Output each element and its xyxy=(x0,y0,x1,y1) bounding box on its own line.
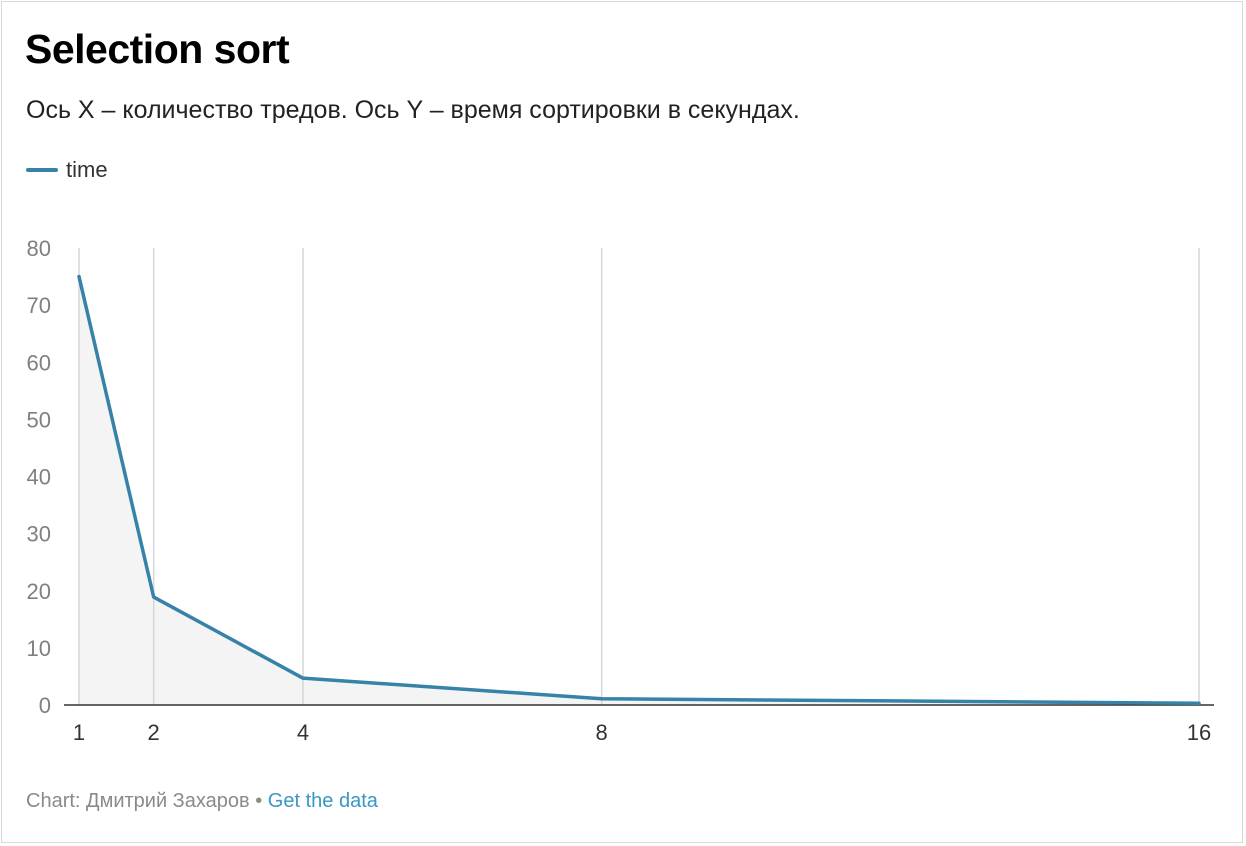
y-tick-label-40: 40 xyxy=(27,465,51,490)
data-point-16 xyxy=(1197,701,1201,705)
y-tick-label-10: 10 xyxy=(27,636,51,661)
data-point-4 xyxy=(301,676,305,680)
x-tick-label-16: 16 xyxy=(1187,720,1211,745)
x-tick-label-2: 2 xyxy=(148,720,160,745)
get-the-data-link[interactable]: Get the data xyxy=(267,790,378,812)
y-tick-label-50: 50 xyxy=(27,407,51,432)
y-tick-label-30: 30 xyxy=(27,522,51,547)
area-fill xyxy=(79,276,1199,705)
data-point-2 xyxy=(152,595,156,599)
x-tick-label-4: 4 xyxy=(297,720,309,745)
y-tick-label-0: 0 xyxy=(39,693,51,718)
y-tick-label-60: 60 xyxy=(27,350,51,375)
data-point-1 xyxy=(77,275,81,279)
chart-title: Selection sort xyxy=(25,26,290,72)
y-tick-label-80: 80 xyxy=(27,236,51,261)
chart-footer: Chart: Дмитрий Захаров • Get the data xyxy=(26,790,378,813)
chart-subtitle: Ось X – количество тредов. Ось Y – время… xyxy=(26,96,800,124)
legend: time xyxy=(26,156,108,184)
footer-separator: • xyxy=(255,790,263,812)
footer-credit: Chart: Дмитрий Захаров xyxy=(26,790,250,812)
x-tick-label-1: 1 xyxy=(73,720,85,745)
x-tick-label-8: 8 xyxy=(596,720,608,745)
legend-line-swatch xyxy=(26,168,58,172)
y-tick-label-70: 70 xyxy=(27,293,51,318)
y-tick-label-20: 20 xyxy=(27,579,51,604)
data-point-8 xyxy=(600,697,604,701)
legend-label: time xyxy=(66,157,108,182)
series-line-time xyxy=(77,274,1201,706)
